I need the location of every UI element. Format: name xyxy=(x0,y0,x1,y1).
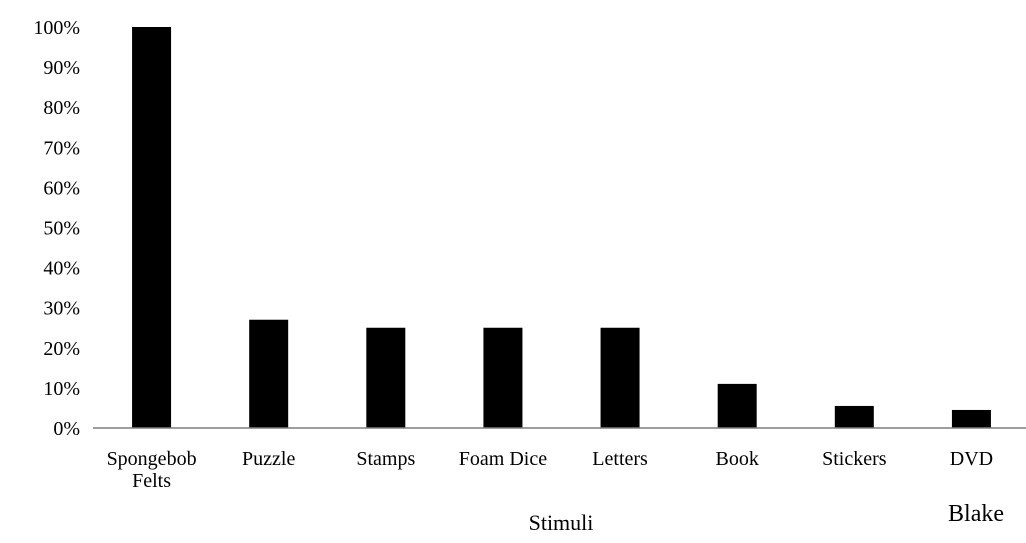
bars xyxy=(132,27,991,428)
x-tick-label: Spongebob xyxy=(107,448,197,470)
y-tick-label: 80% xyxy=(43,97,80,119)
x-tick-label: Stamps xyxy=(356,448,415,470)
x-tick-label: Stickers xyxy=(822,448,887,470)
y-tick-label: 10% xyxy=(43,378,80,400)
y-tick-label: 30% xyxy=(43,298,80,320)
bar xyxy=(483,327,523,428)
y-tick-label: 90% xyxy=(43,57,80,79)
y-tick-label: 20% xyxy=(43,338,80,360)
x-tick-label: Foam Dice xyxy=(459,448,547,470)
y-tick-label: 40% xyxy=(43,258,80,280)
y-axis-ticks: 0% 10% 20% 30% 40% 50% 60% 70% 80% 90% 100% xyxy=(33,17,80,440)
y-tick-label: 70% xyxy=(43,137,80,159)
x-axis-title: Stimuli xyxy=(529,510,594,535)
x-tick-label: Letters xyxy=(592,448,648,470)
bar xyxy=(834,405,874,428)
bar xyxy=(717,383,757,428)
y-tick-label: 100% xyxy=(33,17,80,39)
chart-annotation: Blake xyxy=(948,501,1004,527)
y-tick-label: 50% xyxy=(43,218,80,240)
y-tick-label: 0% xyxy=(53,418,80,440)
x-tick-label: DVD xyxy=(950,448,993,470)
bar xyxy=(600,327,640,428)
bar xyxy=(366,327,406,428)
x-tick-label: Book xyxy=(716,448,759,470)
bar xyxy=(951,409,991,428)
bar xyxy=(249,319,289,428)
x-tick-label: Felts xyxy=(132,470,171,492)
y-tick-label: 60% xyxy=(43,177,80,199)
x-tick-label: Puzzle xyxy=(242,448,295,470)
bar xyxy=(132,27,172,428)
